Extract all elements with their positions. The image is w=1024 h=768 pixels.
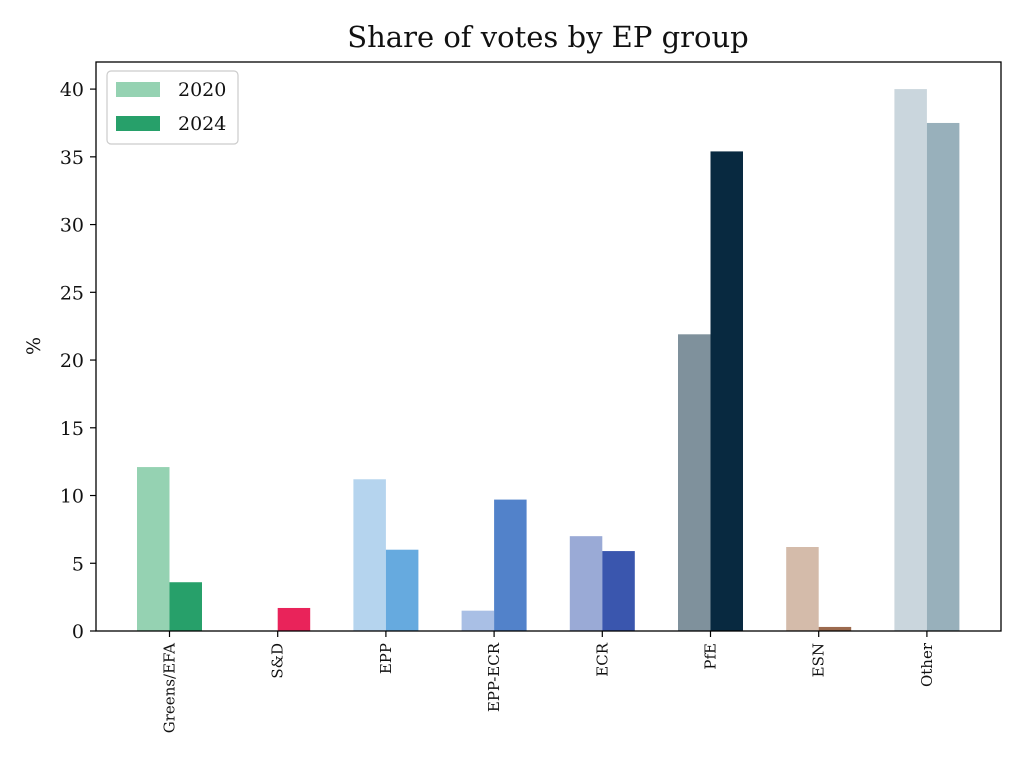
bar-2020-EPP — [353, 479, 386, 631]
bar-2020-PfE — [678, 334, 711, 631]
y-axis-ticks: 0 5 10 15 20 25 30 35 40 — [60, 79, 96, 643]
x-tick-label: EPP-ECR — [485, 642, 503, 712]
x-axis-ticks: Greens/EFA S&D EPP EPP-ECR ECR PfE ESN Other — [161, 631, 936, 733]
bar-2024-ESN — [818, 626, 852, 631]
x-tick-label: ECR — [593, 642, 611, 676]
bar-2024-EPP — [385, 549, 419, 631]
bar-2024-Greens/EFA — [169, 582, 202, 631]
chart-title: Share of votes by EP group — [347, 20, 748, 54]
y-tick-label: 5 — [72, 553, 84, 575]
bar-2024-EPP-ECR — [494, 499, 527, 631]
y-tick-label: 35 — [60, 147, 84, 169]
plot-frame — [95, 61, 1002, 632]
bar-2020-Other — [894, 89, 927, 632]
y-tick-label: 0 — [72, 621, 84, 643]
x-tick-label: Greens/EFA — [161, 643, 179, 733]
x-tick-label: PfE — [702, 643, 720, 670]
bar-2024-Other — [926, 122, 960, 632]
legend: 2020 2024 — [106, 70, 239, 145]
y-tick-label: 20 — [60, 350, 84, 372]
bar-2024-ECR — [602, 551, 635, 631]
bar-2020-ESN — [786, 547, 819, 631]
y-tick-label: 15 — [60, 418, 84, 440]
x-tick-label: ESN — [810, 643, 828, 677]
bar-2020-ECR — [569, 536, 603, 631]
bar-2024-S&D — [277, 607, 311, 631]
bar-2020-Greens/EFA — [137, 467, 170, 631]
y-axis-label: % — [23, 337, 45, 355]
x-tick-label: Other — [918, 642, 936, 687]
y-tick-label: 10 — [60, 486, 84, 508]
bars-group — [137, 89, 960, 632]
legend-swatch-2024 — [116, 116, 160, 131]
bar-2020-EPP-ECR — [461, 610, 495, 631]
x-tick-label: S&D — [269, 643, 287, 679]
legend-swatch-2020 — [116, 82, 160, 97]
bar-2024-PfE — [710, 151, 743, 631]
y-tick-label: 30 — [60, 215, 84, 237]
legend-label-2024: 2024 — [178, 113, 226, 135]
legend-label-2020: 2020 — [178, 79, 226, 101]
y-tick-label: 25 — [60, 282, 84, 304]
x-tick-label: EPP — [377, 643, 395, 674]
y-tick-label: 40 — [60, 79, 84, 101]
